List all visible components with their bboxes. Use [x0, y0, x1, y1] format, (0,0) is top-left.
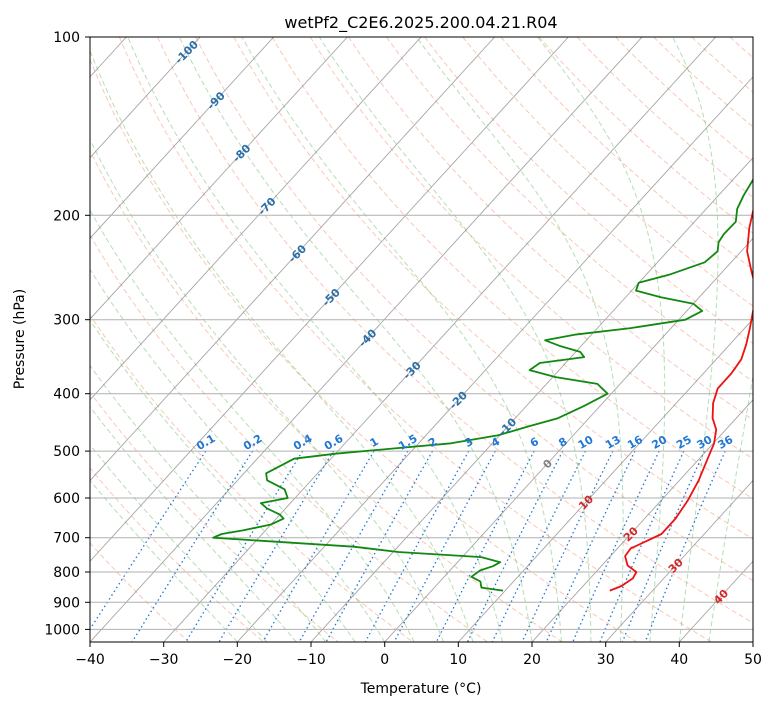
- moist-adiabat: [90, 49, 474, 642]
- moist-adiabat: [537, 37, 666, 642]
- mixing-ratio-line: [325, 450, 434, 642]
- y-tick-label: 300: [53, 313, 80, 329]
- y-tick-label: 800: [53, 565, 80, 581]
- x-axis-label: Temperature (°C): [360, 681, 482, 697]
- moist-adiabat: [178, 37, 533, 642]
- y-tick-label: 100: [53, 30, 80, 46]
- mixing-ratio-line: [185, 450, 304, 642]
- isotherm-line: [90, 37, 348, 320]
- isotherm-line: [531, 399, 753, 642]
- y-tick-label: 500: [53, 444, 80, 460]
- dry-adiabat: [347, 37, 753, 421]
- moist-adiabat: [415, 37, 624, 642]
- x-tick-label: −10: [296, 652, 326, 668]
- moist-adiabat: [672, 37, 719, 642]
- mixing-ratio-line: [298, 450, 409, 642]
- moist-adiabat: [241, 37, 562, 642]
- moist-adiabat: [318, 37, 592, 642]
- isotherm-line: [605, 479, 753, 642]
- y-tick-label: 900: [53, 595, 80, 611]
- moist-adiabat: [90, 138, 445, 642]
- mixing-ratio-line: [364, 450, 470, 642]
- chart-title: wetPf2_C2E6.2025.200.04.21.R04: [284, 13, 557, 33]
- dewpoint-profile: [212, 177, 753, 592]
- y-tick-label: 600: [53, 491, 80, 507]
- mixing-ratio-line: [131, 450, 254, 642]
- x-tick-label: 30: [597, 652, 615, 668]
- y-axis-label: Pressure (hPa): [12, 289, 28, 389]
- mixing-ratio-line: [521, 450, 614, 642]
- isotherm-line: [90, 37, 569, 562]
- isotherm-line: [90, 37, 422, 401]
- x-tick-label: 0: [380, 652, 389, 668]
- mixing-ratio-line: [435, 450, 535, 642]
- moist-adiabat: [90, 443, 268, 642]
- y-tick-label: 400: [53, 387, 80, 403]
- mixing-ratio-line: [466, 450, 564, 642]
- isotherm-line: [90, 37, 643, 642]
- dry-adiabat: [386, 37, 753, 382]
- moist-adiabat: [127, 37, 503, 642]
- pressure-gridlines: [90, 37, 753, 630]
- dry-adiabat: [90, 467, 264, 642]
- moist-adiabat: [90, 319, 356, 642]
- moist-adiabat: [90, 405, 297, 642]
- y-axis-ticks: 100 200 300 400 500 600 700 800 900 1000: [44, 30, 90, 638]
- x-tick-label: 20: [523, 652, 541, 668]
- dry-adiabat: [90, 149, 563, 642]
- dry-adiabats: [90, 37, 753, 642]
- y-tick-label: 700: [53, 531, 80, 547]
- moist-adiabat: [708, 372, 753, 642]
- moist-adiabats: [90, 37, 753, 642]
- y-tick-label: 1000: [44, 622, 80, 638]
- x-tick-label: 10: [449, 652, 467, 668]
- skewed-isotherms: [90, 37, 753, 642]
- x-tick-label: −20: [223, 652, 253, 668]
- moist-adiabat: [90, 268, 386, 642]
- dry-adiabat: [90, 391, 339, 642]
- isotherm-line: [90, 37, 275, 240]
- mixing-ratio-line: [545, 450, 636, 642]
- x-tick-label: −40: [75, 652, 105, 668]
- isotherm-line: [310, 156, 753, 642]
- temperature-profile: [609, 207, 753, 592]
- x-tick-label: 40: [670, 652, 688, 668]
- mixing-ratio-line: [262, 450, 375, 642]
- plot-area: 0.1 0.2 0.4 0.6 1 1.5 2 3 4 6 8 10 13 16 20 25 30 36-10-2…: [90, 37, 753, 642]
- dry-adiabat: [90, 58, 638, 642]
- moist-adiabat: [90, 479, 238, 642]
- dry-adiabat: [462, 37, 753, 307]
- moist-adiabat: [90, 209, 415, 642]
- dry-adiabat: [424, 37, 753, 344]
- dry-adiabat: [271, 37, 753, 500]
- plot-frame: [89, 36, 754, 643]
- dry-adiabat: [157, 37, 753, 624]
- dry-adiabat: [118, 37, 712, 642]
- x-tick-label: 50: [744, 652, 762, 668]
- dry-adiabat: [195, 37, 753, 582]
- isotherm-line: [384, 237, 753, 642]
- isotherm-line: [457, 318, 753, 642]
- isotherm-line: [90, 37, 496, 482]
- x-axis-ticks: −40 −30 −20 −10 0 10 20 30 40 50: [75, 642, 762, 668]
- mixing-ratio-line: [218, 450, 334, 642]
- y-tick-label: 200: [53, 208, 80, 224]
- dry-adiabat: [309, 37, 753, 460]
- isotherm-line: [90, 37, 201, 159]
- sounding-series: [212, 177, 753, 592]
- isotherm-line: [236, 76, 753, 642]
- x-tick-label: −30: [149, 652, 179, 668]
